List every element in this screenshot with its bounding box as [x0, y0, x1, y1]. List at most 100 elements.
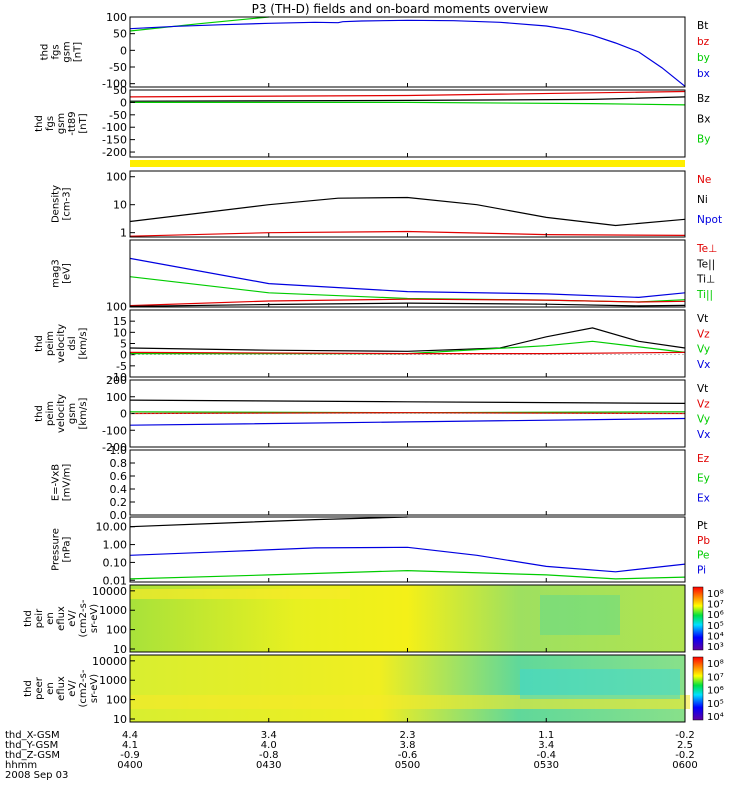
ephemeris-row-label: thd_Y-GSM — [5, 740, 58, 751]
density-series-Ni — [129, 196, 686, 227]
fgs-ylabel: thd — [40, 44, 51, 61]
fgs-legend-3: bx — [697, 68, 710, 80]
vel1-ylabel: thd — [34, 335, 45, 352]
efield-tick-label: 0.8 — [110, 457, 128, 470]
temp-series-Ti|| — [129, 276, 686, 303]
ion_spec-ylabel: thd — [23, 610, 34, 627]
pressure-legend-2: Pe — [697, 550, 709, 562]
fgs_bz-ylabel: gsm — [56, 113, 67, 134]
efield-legend-1: Ey — [697, 473, 710, 485]
fgs-series-bx — [129, 19, 686, 87]
pressure-frame — [129, 516, 686, 583]
vel1-series-Vt — [129, 327, 686, 352]
fgs-legend-2: by — [697, 52, 710, 64]
fgs_bz-legend-1: Bx — [697, 113, 710, 125]
elec_spec-tick-label: 10 — [113, 713, 127, 726]
efield-tick-label: 0.6 — [110, 470, 128, 483]
elec_spec-ylabel: en — [45, 682, 56, 695]
ephemeris-value: -0.2 — [675, 730, 695, 741]
vel2-legend-3: Vx — [697, 429, 710, 441]
pressure-tick-label: 1.00 — [103, 539, 128, 552]
vel1-series-Vz — [129, 351, 686, 355]
efield-ylabel: E=-VxB — [51, 464, 62, 501]
elec_spec-tick-label: 10000 — [92, 655, 127, 668]
ephemeris-table: thd_X-GSMthd_Y-GSMthd_Z-GSMhhmm4.44.1-0.… — [5, 730, 698, 781]
ephemeris-value: 3.4 — [538, 740, 554, 751]
pressure-legend-0: Pt — [697, 520, 707, 532]
panel-fgs: 100 50 0 -50 -100 thd fgs gsm [nT] Bt bz by bx — [40, 11, 710, 91]
density-ylabel: Density — [51, 185, 62, 223]
vel1-tick-label: -5 — [116, 360, 127, 373]
temp-legend-3: Ti|| — [696, 289, 713, 301]
ion_spec-ylabel: eflux — [56, 606, 67, 631]
elec_spec-ylabel: (cm2-s- — [78, 669, 89, 707]
density-ylabel: [cm-3] — [62, 187, 73, 220]
fgs_bz-ylabel: thd — [34, 115, 45, 132]
vel1-legend-3: Vx — [697, 359, 710, 371]
elec_spec-tick-label: 1000 — [99, 674, 127, 687]
efield-legend-2: Ex — [697, 492, 710, 504]
temp-series-Te⊥ — [129, 298, 686, 307]
elec_spec-colorbar-tick: 10⁵ — [707, 699, 724, 710]
ion_spec-tick-label: 10 — [113, 643, 127, 656]
vel1-ylabel: [km/s] — [78, 327, 89, 359]
fgs_bz-tick-label: -50 — [109, 109, 127, 122]
ion_spec-colorbar-tick: 10⁸ — [707, 589, 724, 600]
fgs_bz-tick-label: -150 — [102, 134, 127, 147]
ephemeris-value: 0400 — [117, 760, 142, 771]
fgs_bz-tick-label: 50 — [113, 84, 127, 97]
vel1-ylabel: dsl — [67, 336, 78, 350]
fgs-ylabel: gsm — [62, 41, 73, 62]
vel2-ylabel: peim — [45, 401, 56, 426]
panel-elec_spec: 10⁸ 10⁷ 10⁶ 10⁵ 10⁴ 10000 1000 100 10 thd peer en ef… — [23, 654, 724, 726]
ephemeris-value: 3.4 — [261, 730, 277, 741]
ion_spec-colorbar-tick: 10³ — [707, 642, 724, 653]
fgs-tick-label: 50 — [113, 28, 127, 41]
pressure-tick-label: 0.01 — [103, 574, 128, 587]
fgs_bz-series-By — [130, 101, 686, 106]
panel-vel2: 200 100 0 -100 -200 thd peim velocity gsm [km/s] V… — [34, 374, 710, 454]
efield-ylabel: [mV/m] — [62, 464, 73, 502]
vel1-tick-label: 10 — [113, 326, 127, 339]
ephemeris-value: 1.1 — [538, 730, 554, 741]
temp-legend-0: Te⊥ — [696, 243, 717, 255]
temp-tick-label: 100 — [106, 301, 127, 314]
ephemeris-value: 0500 — [395, 760, 420, 771]
fgs_bz-tick-label: 0 — [120, 96, 127, 109]
elec_spec-ylabel: thd — [23, 680, 34, 697]
ion_spec-colorbar-tick: 10⁷ — [707, 600, 724, 611]
vel2-tick-label: 200 — [106, 374, 127, 387]
vel2-series-Vz — [129, 412, 686, 415]
fgs_bz-series-Bx — [129, 96, 686, 102]
fgs-tick-label: 100 — [106, 11, 127, 24]
vel2-series-Vt — [129, 399, 686, 404]
ion_spec-ylabel: en — [45, 612, 56, 625]
ephemeris-value: 2.3 — [400, 730, 416, 741]
ion_spec-ylabel: (cm2-s- — [78, 599, 89, 637]
vel1-tick-label: -10 — [109, 371, 127, 384]
elec_spec-tick-label: 100 — [106, 694, 127, 707]
fgs-ylabel: fgs — [51, 44, 62, 59]
vel1-tick-label: 0 — [120, 349, 127, 362]
efield-legend-0: Ez — [697, 453, 710, 465]
density-legend-2: Npot — [697, 214, 722, 226]
figure-title: P3 (TH-D) fields and on-board moments ov… — [252, 2, 549, 16]
ion_spec-tick-label: 10000 — [92, 585, 127, 598]
elec_spec-colorbar-tick: 10⁷ — [707, 672, 724, 683]
temp-series-Ti⊥ — [129, 257, 686, 299]
vel2-tick-label: -100 — [102, 424, 127, 437]
density-tick-label: 100 — [106, 171, 127, 184]
fgs-legend-0: Bt — [697, 20, 708, 32]
density-series-Ne — [129, 230, 686, 237]
ephemeris-value: -0.9 — [120, 750, 140, 761]
ephemeris-value: 3.8 — [400, 740, 416, 751]
efield-tick-label: 0.2 — [110, 496, 128, 509]
vel2-tick-label: 100 — [106, 391, 127, 404]
panel-pressure: 10.00 1.00 0.10 0.01 Pressure [nPa] Pt Pb Pe Pi — [51, 516, 710, 587]
density-legend-1: Ni — [697, 194, 708, 206]
ephemeris-row-label: hhmm — [5, 760, 37, 771]
fgs-ylabel: [nT] — [73, 42, 84, 62]
ion_spec-ylabel: sr-eV) — [89, 604, 100, 633]
